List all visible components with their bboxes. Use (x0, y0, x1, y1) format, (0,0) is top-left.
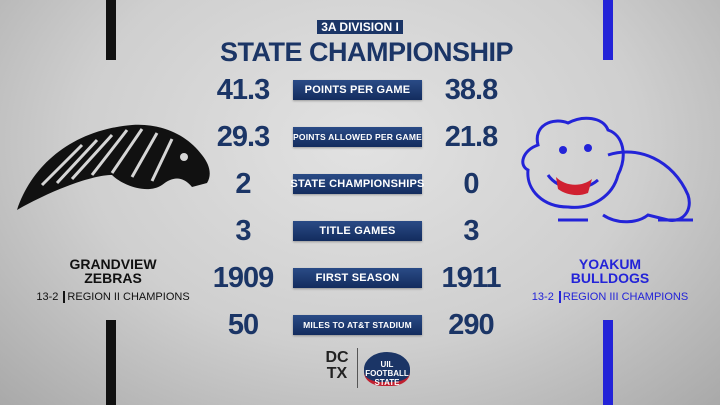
left-stat-value: 29.3 (216, 121, 270, 153)
right-team-name-line2: BULLDOGS (570, 270, 650, 286)
dctx-logo: DCTX (325, 349, 349, 382)
right-team-name-line1: YOAKUM (578, 256, 642, 272)
left-stat-value: 41.3 (216, 74, 270, 106)
stat-label: MILES TO AT&T STADIUM (293, 315, 422, 335)
right-team-record: 13-2 (531, 291, 554, 303)
left-stat-value: 1909 (212, 262, 275, 294)
stat-label: TITLE GAMES (293, 221, 422, 241)
right-accent-bar-top (603, 0, 613, 60)
left-accent-bar-top (106, 0, 116, 60)
right-stat-value: 290 (448, 309, 494, 341)
uil-state-logo: UIL FOOTBALL STATE (364, 352, 410, 387)
stat-label: POINTS PER GAME (293, 80, 422, 100)
footer-divider (357, 348, 358, 388)
zebra-logo (17, 124, 210, 210)
right-team-info: YOAKUM BULLDOGS 13-2 REGION III CHAMPION… (505, 257, 715, 303)
left-team-name-line1: GRANDVIEW (69, 256, 157, 272)
right-stat-value: 38.8 (444, 74, 498, 106)
right-stat-value: 0 (463, 168, 479, 200)
left-stat-value: 3 (235, 215, 251, 247)
left-stat-value: 50 (227, 309, 259, 341)
division-badge: 3A DIVISION I (317, 20, 403, 34)
left-stat-value: 2 (235, 168, 251, 200)
stat-label: STATE CHAMPIONSHIPS (290, 174, 424, 194)
stat-label: FIRST SEASON (293, 268, 422, 288)
left-team-info: GRANDVIEW ZEBRAS 13-2 REGION II CHAMPION… (8, 257, 218, 303)
left-team-name-line2: ZEBRAS (84, 270, 142, 286)
left-team-region: REGION II CHAMPIONS (67, 291, 190, 303)
right-stat-value: 3 (463, 215, 479, 247)
left-team-record: 13-2 (36, 291, 59, 303)
stat-label: POINTS ALLOWED PER GAME (293, 127, 422, 147)
left-accent-bar-bottom (106, 320, 116, 405)
bulldog-logo (521, 116, 693, 224)
right-stat-value: 1911 (441, 262, 502, 294)
right-accent-bar-bottom (603, 320, 613, 405)
right-team-region: REGION III CHAMPIONS (562, 291, 689, 303)
page-title: STATE CHAMPIONSHIP (220, 37, 514, 67)
right-stat-value: 21.8 (444, 121, 498, 153)
